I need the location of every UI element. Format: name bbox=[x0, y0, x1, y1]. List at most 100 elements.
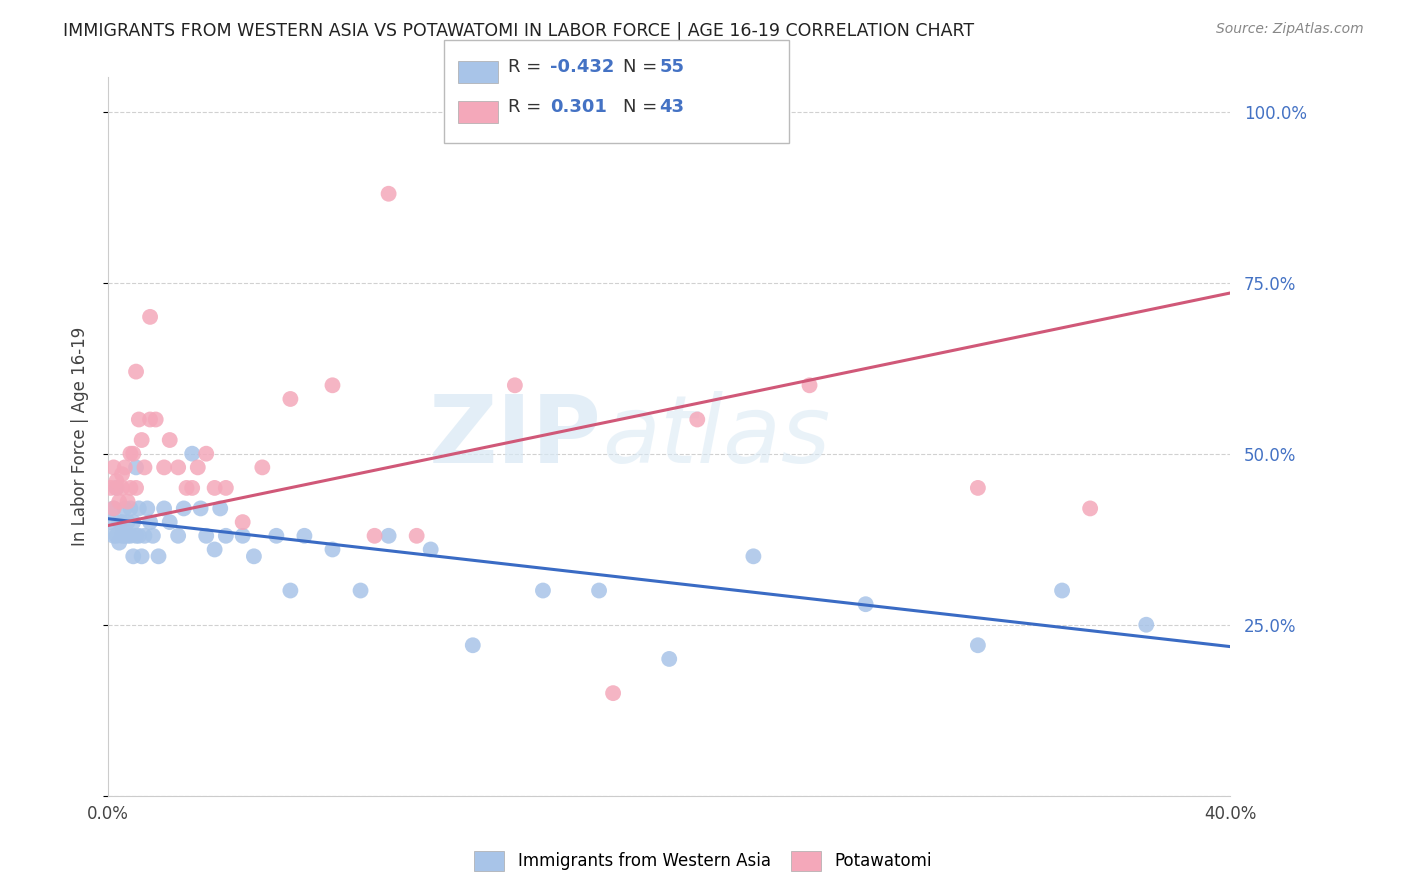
Point bbox=[377, 529, 399, 543]
Point bbox=[232, 515, 254, 529]
Point bbox=[103, 501, 125, 516]
Point bbox=[108, 494, 131, 508]
Point bbox=[799, 378, 821, 392]
Text: N =: N = bbox=[623, 58, 662, 76]
Point bbox=[349, 583, 371, 598]
Point bbox=[125, 529, 148, 543]
Point bbox=[176, 481, 198, 495]
Text: ZIP: ZIP bbox=[429, 391, 602, 483]
Point bbox=[105, 481, 128, 495]
Point bbox=[120, 501, 142, 516]
Point bbox=[967, 481, 990, 495]
Point bbox=[100, 481, 122, 495]
Text: 55: 55 bbox=[659, 58, 685, 76]
Point bbox=[117, 515, 139, 529]
Point bbox=[1078, 501, 1101, 516]
Point bbox=[209, 501, 232, 516]
Text: IMMIGRANTS FROM WESTERN ASIA VS POTAWATOMI IN LABOR FORCE | AGE 16-19 CORRELATIO: IMMIGRANTS FROM WESTERN ASIA VS POTAWATO… bbox=[63, 22, 974, 40]
Point bbox=[294, 529, 316, 543]
Point bbox=[103, 529, 125, 543]
Text: atlas: atlas bbox=[602, 391, 830, 482]
Point bbox=[321, 378, 343, 392]
Point bbox=[405, 529, 427, 543]
Point bbox=[139, 412, 162, 426]
Point bbox=[134, 460, 156, 475]
Point bbox=[103, 501, 125, 516]
Point bbox=[602, 686, 624, 700]
Text: 0.301: 0.301 bbox=[550, 98, 606, 116]
Point bbox=[128, 501, 150, 516]
Point bbox=[159, 515, 181, 529]
Point bbox=[111, 515, 134, 529]
Point bbox=[1050, 583, 1073, 598]
Point bbox=[122, 549, 145, 564]
Point bbox=[125, 365, 148, 379]
Point bbox=[742, 549, 765, 564]
Text: 43: 43 bbox=[659, 98, 685, 116]
Point bbox=[122, 447, 145, 461]
Point bbox=[173, 501, 195, 516]
Point bbox=[114, 501, 136, 516]
Point bbox=[967, 638, 990, 652]
Point bbox=[461, 638, 484, 652]
Point bbox=[204, 542, 226, 557]
Point bbox=[243, 549, 266, 564]
Point bbox=[855, 597, 877, 611]
Point bbox=[114, 529, 136, 543]
Point bbox=[686, 412, 709, 426]
Point bbox=[148, 549, 170, 564]
Text: R =: R = bbox=[508, 98, 553, 116]
Point bbox=[111, 481, 134, 495]
Point bbox=[181, 447, 204, 461]
Point bbox=[159, 433, 181, 447]
Text: N =: N = bbox=[623, 98, 662, 116]
Point bbox=[134, 529, 156, 543]
Point bbox=[531, 583, 554, 598]
Point bbox=[153, 460, 176, 475]
Point bbox=[114, 460, 136, 475]
Point bbox=[153, 501, 176, 516]
Point bbox=[105, 481, 128, 495]
Point bbox=[145, 412, 167, 426]
Point bbox=[136, 501, 159, 516]
Legend: Immigrants from Western Asia, Potawatomi: Immigrants from Western Asia, Potawatomi bbox=[465, 842, 941, 880]
Point bbox=[105, 474, 128, 488]
Point bbox=[117, 529, 139, 543]
Point bbox=[131, 433, 153, 447]
Point bbox=[190, 501, 212, 516]
Point bbox=[125, 460, 148, 475]
Point bbox=[1135, 617, 1157, 632]
Point bbox=[167, 460, 190, 475]
Point bbox=[195, 529, 218, 543]
Point bbox=[100, 515, 122, 529]
Point bbox=[215, 529, 238, 543]
Text: R =: R = bbox=[508, 58, 547, 76]
Point bbox=[120, 447, 142, 461]
Point bbox=[128, 529, 150, 543]
Point bbox=[139, 310, 162, 324]
Point bbox=[181, 481, 204, 495]
Point bbox=[321, 542, 343, 557]
Y-axis label: In Labor Force | Age 16-19: In Labor Force | Age 16-19 bbox=[72, 327, 89, 546]
Point bbox=[252, 460, 274, 475]
Point bbox=[117, 494, 139, 508]
Point bbox=[204, 481, 226, 495]
Point bbox=[419, 542, 441, 557]
Point bbox=[232, 529, 254, 543]
Point bbox=[108, 515, 131, 529]
Point bbox=[503, 378, 526, 392]
Point bbox=[658, 652, 681, 666]
Point bbox=[105, 529, 128, 543]
Point bbox=[125, 481, 148, 495]
Point bbox=[120, 529, 142, 543]
Point bbox=[142, 529, 165, 543]
Point bbox=[588, 583, 610, 598]
Point bbox=[377, 186, 399, 201]
Point bbox=[187, 460, 209, 475]
Point bbox=[111, 467, 134, 482]
Point bbox=[139, 515, 162, 529]
Point bbox=[122, 515, 145, 529]
Point bbox=[108, 535, 131, 549]
Point bbox=[266, 529, 288, 543]
Point bbox=[120, 481, 142, 495]
